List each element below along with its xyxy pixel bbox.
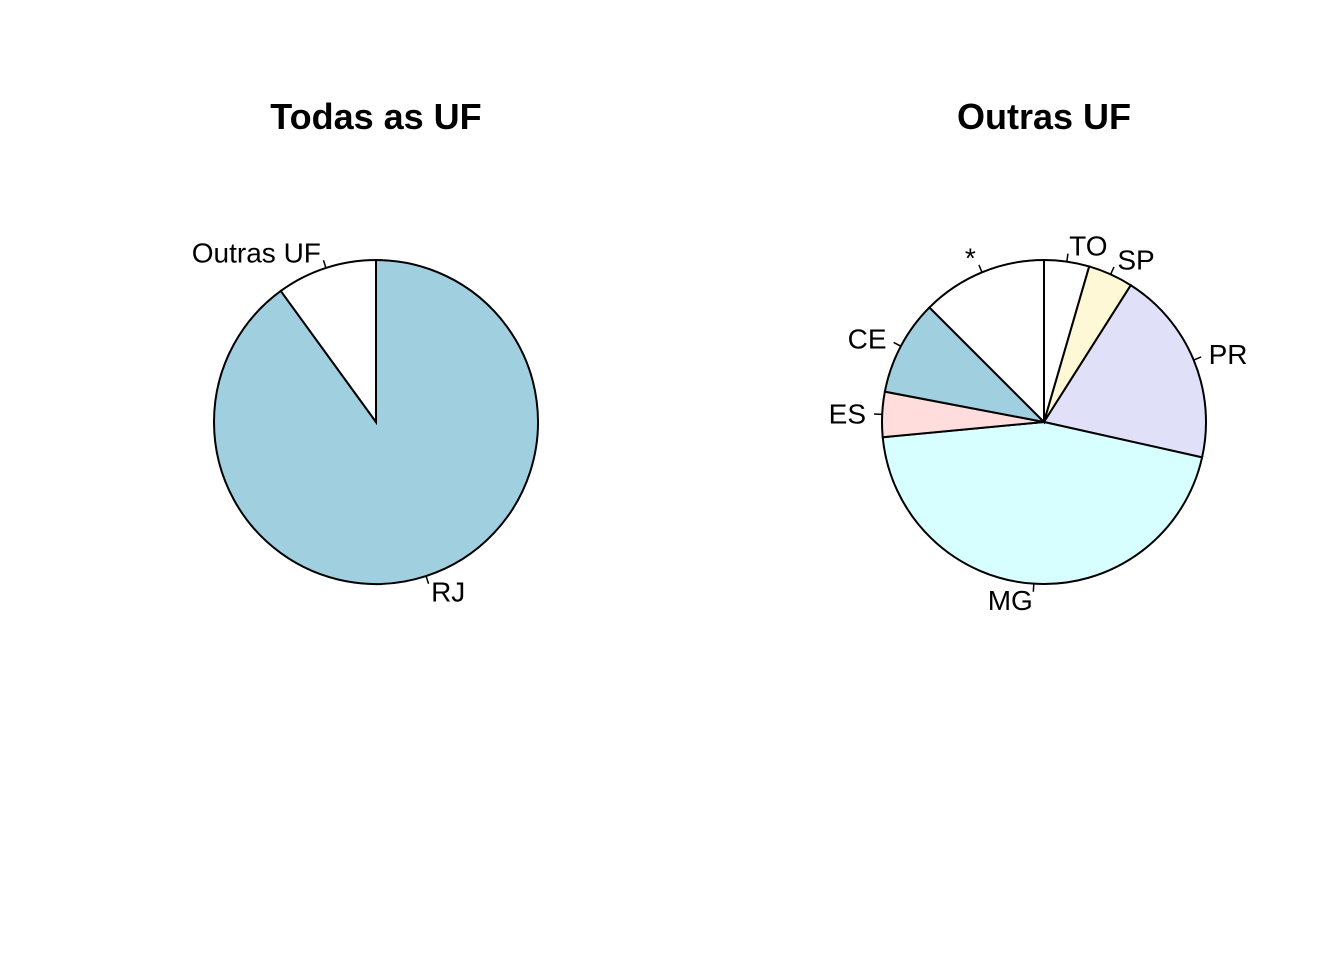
- pie-label-tick: [425, 575, 430, 585]
- pie-label-tick: [1032, 583, 1035, 592]
- pie-labels: TO SP PR MG ES CE *: [829, 231, 1248, 616]
- pie-label-to: TO: [1069, 231, 1107, 262]
- pie-label-sp: SP: [1117, 245, 1154, 276]
- pie-slice-mg: [881, 420, 1204, 586]
- pie-label-rj: RJ: [431, 576, 465, 607]
- pie-label-tick: [893, 341, 902, 347]
- chart-title: Todas as UF: [270, 96, 481, 137]
- pie-label-tick: [1066, 253, 1069, 262]
- pie-chart-other-uf: Outras UF TO SP PR MG ES CE *: [829, 96, 1248, 616]
- chart-title: Outras UF: [957, 96, 1131, 137]
- pie-label-other: *: [965, 242, 976, 273]
- pie-label-es: ES: [829, 399, 866, 430]
- pie-slices: [213, 258, 539, 585]
- pie-label-outras-uf: Outras UF: [192, 238, 321, 269]
- pie-labels: RJ Outras UF: [192, 238, 466, 608]
- pie-slice-pr: [1042, 283, 1207, 459]
- pie-label-tick: [1109, 266, 1115, 275]
- pie-label-pr: PR: [1209, 339, 1248, 370]
- pie-slices: [881, 258, 1207, 586]
- pie-label-tick: [322, 259, 327, 269]
- pie-slice-other: [928, 258, 1045, 425]
- pie-label-tick: [978, 264, 983, 273]
- pie-label-mg: MG: [988, 585, 1033, 616]
- pie-label-tick: [1193, 356, 1202, 361]
- pie-chart-all-uf: Todas as UF RJ Outras UF: [192, 96, 539, 608]
- pie-label-ce: CE: [848, 324, 887, 355]
